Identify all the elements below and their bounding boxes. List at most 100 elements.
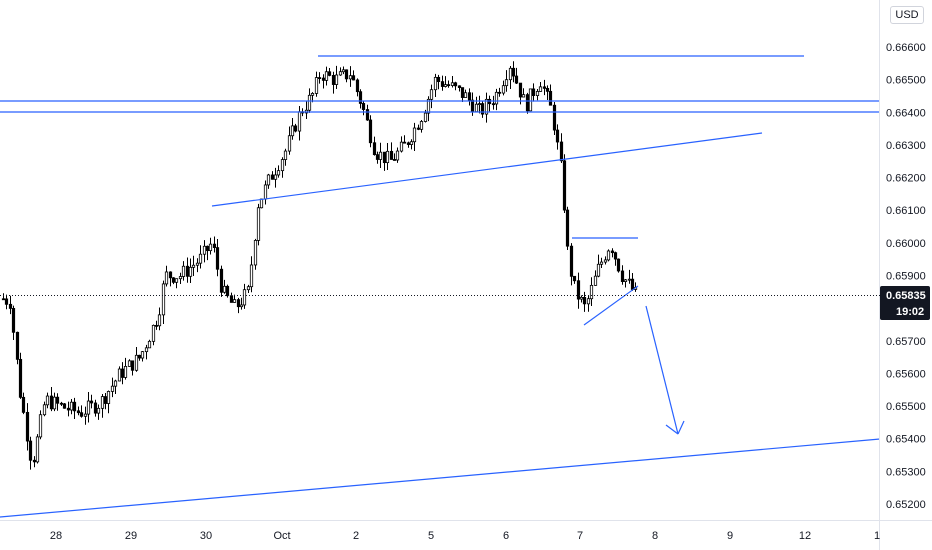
candle-body	[106, 391, 111, 404]
time-tick-label: 28	[50, 530, 62, 542]
candle-body	[477, 103, 482, 105]
candle-body	[508, 67, 513, 81]
candle-body	[463, 92, 468, 98]
candle-body	[120, 368, 125, 378]
candle-body	[514, 75, 519, 84]
candle-body	[219, 268, 224, 293]
candle-body	[389, 150, 394, 160]
candle-body	[426, 98, 431, 114]
candle-body	[610, 250, 615, 254]
candle-body	[76, 410, 81, 414]
time-tick-label: 2	[353, 530, 359, 542]
candle-body	[321, 77, 326, 81]
candle-body	[232, 299, 237, 303]
candle-body	[480, 103, 485, 115]
projection-arrow-head-left[interactable]	[665, 424, 679, 435]
candle-body	[616, 258, 621, 272]
candle-body	[157, 314, 162, 327]
candle-body	[314, 77, 319, 94]
candle-body	[338, 71, 343, 76]
price-tick-label: 0.65400	[886, 434, 926, 446]
candle-body	[443, 84, 448, 87]
candle-body	[355, 79, 360, 93]
candle-body	[382, 151, 387, 164]
candle-body	[620, 270, 625, 282]
candle-body	[501, 85, 506, 94]
projection-arrow-shaft[interactable]	[645, 305, 679, 435]
candle-body	[4, 298, 9, 305]
candle-body	[164, 271, 169, 285]
currency-button[interactable]: USD	[890, 6, 924, 24]
price-tick-label: 0.65700	[886, 336, 926, 348]
candle-body	[280, 159, 285, 172]
candle-body	[208, 243, 213, 252]
candle-body	[239, 304, 244, 308]
candle-body	[236, 299, 241, 308]
drawing-layer	[0, 55, 881, 518]
price-tick-label: 0.65600	[886, 368, 926, 380]
candle-body	[86, 400, 91, 415]
candle-body	[168, 271, 173, 279]
candle-body	[627, 278, 632, 281]
candle-body	[113, 380, 118, 387]
candle-body	[348, 75, 353, 80]
candle-body	[467, 92, 472, 101]
candle-body	[545, 87, 550, 92]
candle-body	[1, 298, 6, 301]
price-tick-label: 0.65200	[886, 499, 926, 511]
candle-body	[603, 259, 608, 263]
candle-body	[32, 459, 37, 463]
candle-body	[259, 198, 264, 209]
candle-body	[582, 296, 587, 305]
candle-body	[399, 141, 404, 152]
candle-body	[35, 436, 40, 463]
candle-body	[395, 150, 400, 161]
candle-body	[253, 240, 258, 266]
candle-body	[497, 91, 502, 94]
candle-body	[511, 67, 516, 77]
candle-body	[147, 340, 152, 349]
projection-arrow-head-right[interactable]	[677, 420, 685, 435]
time-tick-label: 8	[652, 530, 658, 542]
candle-body	[79, 412, 84, 417]
candle-body	[453, 82, 458, 87]
candle-body	[416, 127, 421, 130]
candle-body	[273, 174, 278, 180]
candle-body	[494, 91, 499, 105]
candle-body	[293, 125, 298, 132]
candle-body	[596, 263, 601, 277]
candle-body	[215, 247, 220, 270]
candle-body	[623, 279, 628, 282]
price-axis[interactable]: 0.66600 0.66500 0.66400 0.66300 0.66200 0.661…	[886, 42, 926, 511]
candle-body	[378, 151, 383, 160]
candle-body	[185, 265, 190, 277]
consolidation-bottom-line[interactable]	[583, 285, 639, 326]
candle-body	[521, 94, 526, 98]
ascending-trend-line[interactable]	[211, 132, 763, 207]
candle-body	[569, 245, 574, 277]
time-tick-label: 9	[727, 530, 733, 542]
candle-body	[341, 69, 346, 73]
candle-body	[144, 347, 149, 353]
long-term-support-line[interactable]	[0, 438, 881, 518]
candle-body	[178, 276, 183, 280]
candle-body	[433, 76, 438, 91]
time-axis[interactable]: 28 29 30 Oct 2 5 6 7 8 9 12 1	[50, 530, 880, 542]
candle-body	[470, 99, 475, 113]
candle-body	[331, 75, 336, 85]
candle-body	[202, 245, 207, 255]
currency-label: USD	[895, 9, 919, 21]
candle-body	[96, 407, 101, 414]
time-tick-label: 1	[874, 530, 880, 542]
candle-body	[222, 285, 227, 293]
candle-body	[28, 440, 33, 461]
candle-body	[402, 141, 407, 144]
candle-body	[195, 262, 200, 266]
time-tick-label: 7	[577, 530, 583, 542]
candle-body	[297, 111, 302, 132]
candle-body	[55, 396, 60, 404]
candle-body	[246, 286, 251, 291]
candle-body	[290, 125, 295, 137]
candle-body	[484, 98, 489, 115]
